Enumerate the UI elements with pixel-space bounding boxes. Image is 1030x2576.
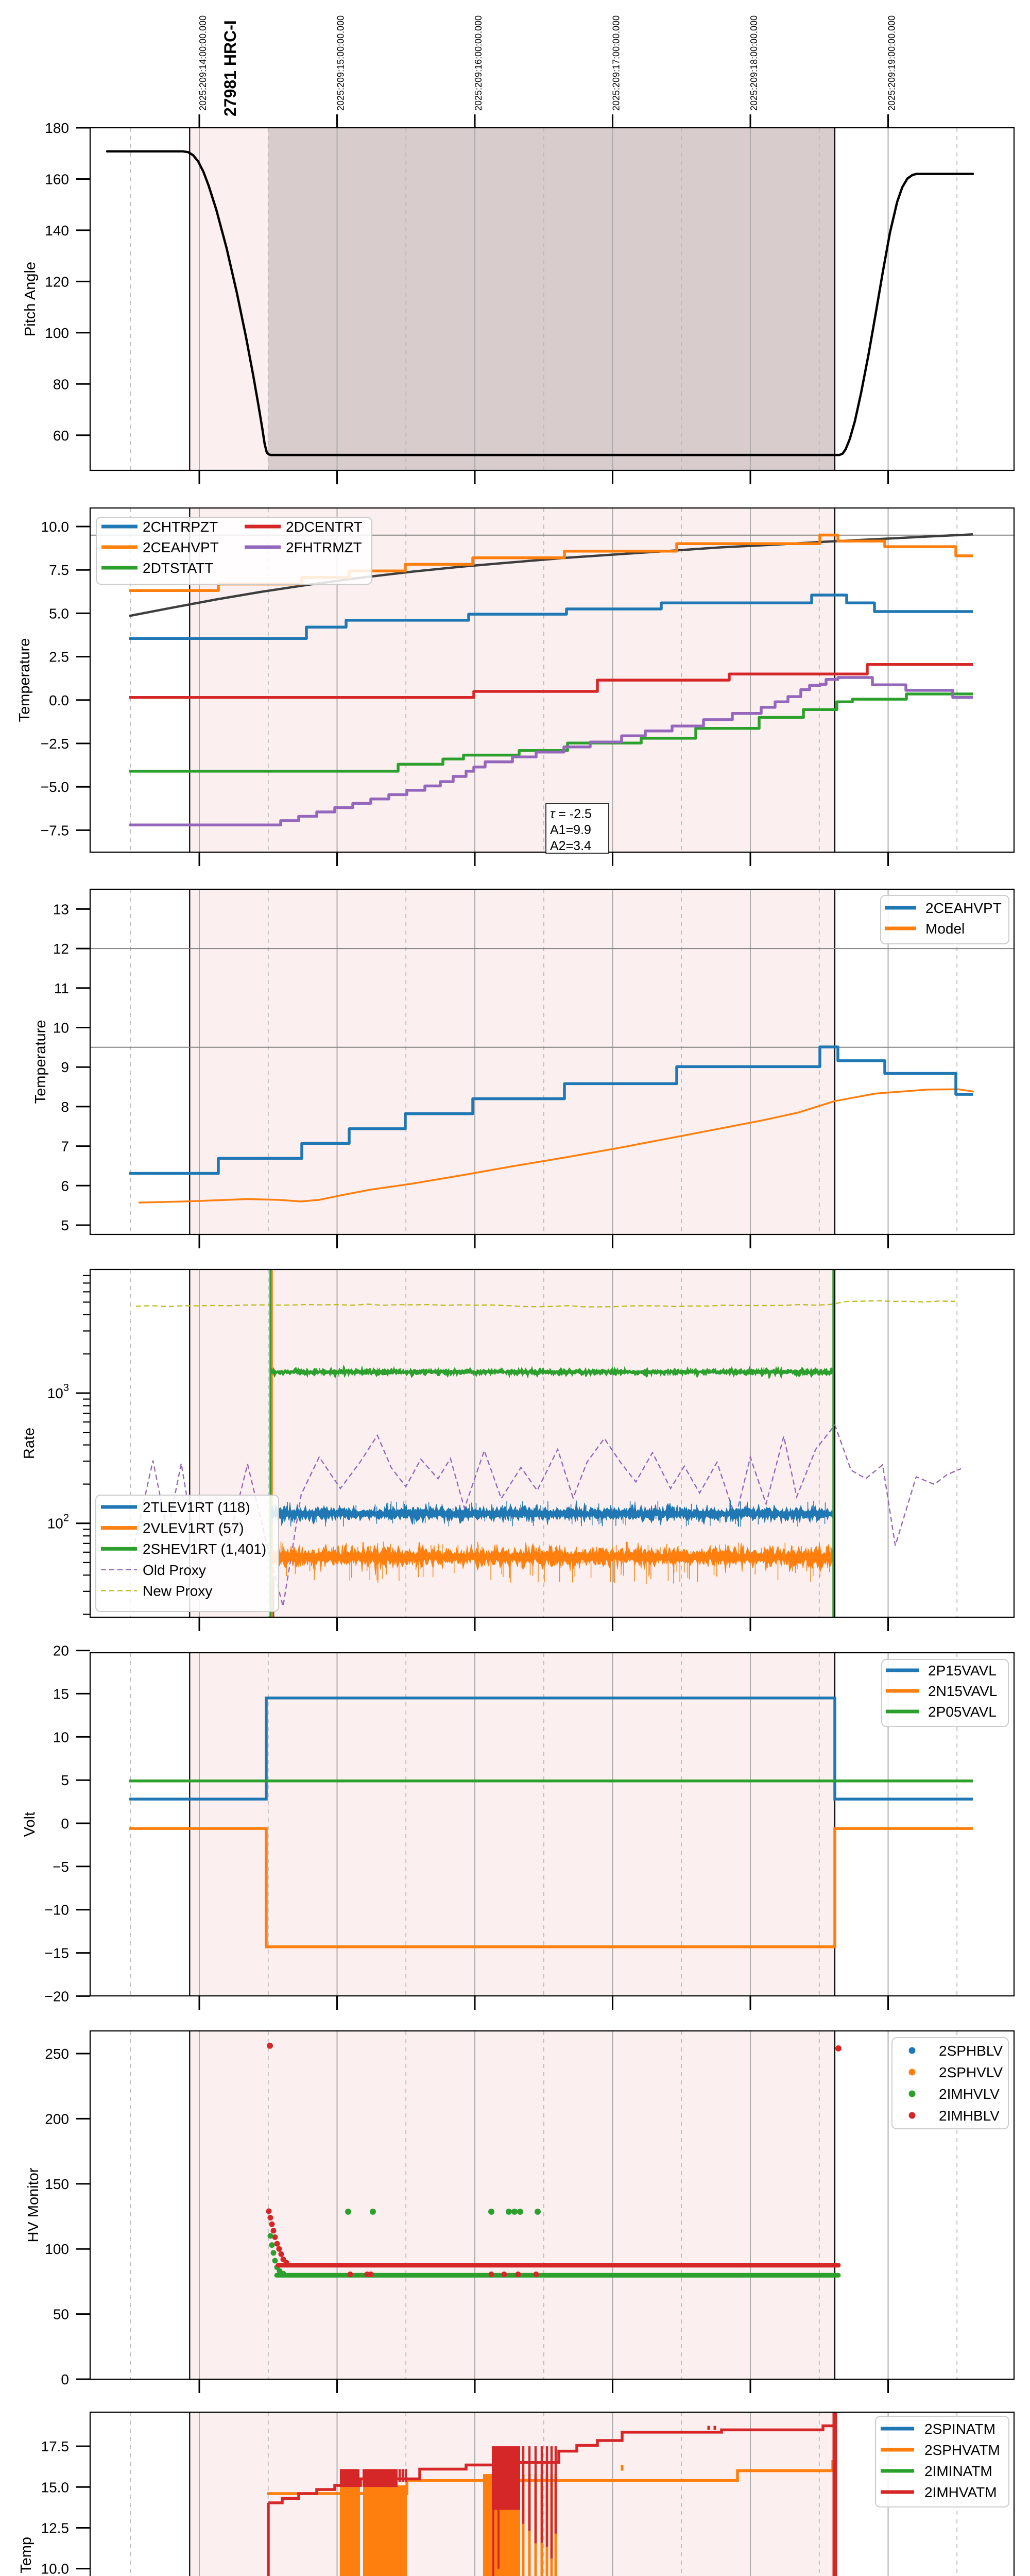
- svg-text:10: 10: [53, 1020, 69, 1036]
- svg-text:7.5: 7.5: [49, 562, 69, 578]
- svg-text:2CEAHVPT: 2CEAHVPT: [143, 539, 219, 555]
- svg-text:HV Monitor: HV Monitor: [25, 2167, 42, 2242]
- svg-text:9: 9: [61, 1059, 69, 1075]
- svg-text:2CHTRPZT: 2CHTRPZT: [143, 519, 218, 535]
- svg-text:160: 160: [45, 172, 69, 188]
- svg-text:τ = -2.5: τ = -2.5: [550, 807, 592, 821]
- svg-text:7: 7: [61, 1139, 69, 1155]
- svg-text:−10: −10: [45, 1902, 70, 1918]
- svg-text:17.5: 17.5: [41, 2438, 70, 2454]
- svg-text:180: 180: [45, 120, 69, 136]
- svg-text:2DCENTRT: 2DCENTRT: [286, 519, 363, 535]
- svg-text:−15: −15: [45, 1945, 70, 1961]
- svg-text:13: 13: [53, 901, 69, 917]
- svg-text:0: 0: [61, 2371, 69, 2387]
- svg-text:Temperature: Temperature: [32, 1020, 49, 1104]
- svg-text:2SPHVATM: 2SPHVATM: [924, 2442, 1000, 2458]
- svg-text:10: 10: [53, 1729, 69, 1745]
- svg-text:10.0: 10.0: [41, 2561, 70, 2576]
- svg-text:80: 80: [53, 376, 69, 392]
- svg-text:150: 150: [45, 2176, 69, 2192]
- svg-text:140: 140: [45, 223, 69, 239]
- svg-text:2CEAHVPT: 2CEAHVPT: [925, 900, 1002, 916]
- svg-text:−5.0: −5.0: [41, 779, 69, 795]
- svg-text:A2=3.4: A2=3.4: [550, 839, 591, 853]
- svg-text:2SHEV1RT (1,401): 2SHEV1RT (1,401): [143, 1541, 266, 1557]
- svg-text:Volt: Volt: [22, 1812, 38, 1837]
- svg-text:Old Proxy: Old Proxy: [143, 1562, 206, 1578]
- svg-text:2FHTRMZT: 2FHTRMZT: [286, 539, 362, 555]
- svg-text:11: 11: [54, 980, 69, 996]
- svg-text:12: 12: [53, 941, 69, 957]
- svg-text:60: 60: [53, 428, 69, 444]
- svg-text:12.5: 12.5: [41, 2520, 70, 2536]
- svg-text:6: 6: [61, 1178, 69, 1194]
- svg-text:5: 5: [61, 1772, 69, 1788]
- svg-text:250: 250: [45, 2046, 69, 2062]
- svg-text:0.0: 0.0: [49, 692, 69, 708]
- svg-text:2SPINATM: 2SPINATM: [924, 2421, 995, 2437]
- svg-text:120: 120: [45, 274, 69, 290]
- svg-text:A1=9.9: A1=9.9: [550, 823, 591, 837]
- svg-text:27981 HRC-I: 27981 HRC-I: [221, 20, 239, 116]
- svg-text:2IMINATM: 2IMINATM: [924, 2463, 992, 2479]
- svg-text:100: 100: [45, 325, 69, 341]
- svg-text:Model: Model: [925, 921, 965, 937]
- svg-text:2TLEV1RT (118): 2TLEV1RT (118): [143, 1499, 250, 1515]
- svg-text:2025:209:15:00:00.000: 2025:209:15:00:00.000: [336, 15, 346, 111]
- svg-text:100: 100: [45, 2241, 69, 2257]
- svg-text:−7.5: −7.5: [41, 822, 69, 838]
- svg-text:2IMHVATM: 2IMHVATM: [924, 2484, 997, 2500]
- svg-text:15: 15: [53, 1686, 69, 1702]
- svg-text:−20: −20: [45, 1988, 70, 2004]
- svg-text:2IMHBLV: 2IMHBLV: [939, 2108, 1000, 2124]
- svg-text:New Proxy: New Proxy: [143, 1583, 212, 1599]
- svg-text:5: 5: [61, 1217, 69, 1233]
- svg-text:Pitch Angle: Pitch Angle: [22, 262, 39, 336]
- svg-text:2025:209:19:00:00.000: 2025:209:19:00:00.000: [887, 15, 897, 111]
- svg-text:5.0: 5.0: [49, 605, 69, 621]
- svg-text:2DTSTATT: 2DTSTATT: [143, 560, 213, 576]
- svg-text:2.5: 2.5: [49, 649, 69, 665]
- svg-text:2P15VAVL: 2P15VAVL: [928, 1663, 997, 1679]
- svg-text:8: 8: [61, 1099, 69, 1115]
- svg-text:Detector Temp: Detector Temp: [18, 2537, 35, 2576]
- svg-text:2SPHBLV: 2SPHBLV: [939, 2043, 1003, 2059]
- svg-text:2IMHVLV: 2IMHVLV: [939, 2086, 1000, 2102]
- svg-text:10.0: 10.0: [41, 519, 70, 535]
- svg-text:2025:209:18:00:00.000: 2025:209:18:00:00.000: [749, 15, 759, 111]
- svg-text:2SPHVLV: 2SPHVLV: [939, 2064, 1003, 2080]
- svg-text:200: 200: [45, 2111, 69, 2127]
- svg-text:2025:209:17:00:00.000: 2025:209:17:00:00.000: [611, 15, 622, 111]
- svg-text:2025:209:14:00:00.000: 2025:209:14:00:00.000: [198, 15, 208, 111]
- svg-text:0: 0: [61, 1816, 69, 1832]
- svg-text:50: 50: [53, 2307, 69, 2323]
- svg-text:20: 20: [53, 1643, 69, 1659]
- svg-text:2025:209:16:00:00.000: 2025:209:16:00:00.000: [473, 15, 484, 111]
- svg-text:−5: −5: [53, 1859, 69, 1875]
- svg-text:2P05VAVL: 2P05VAVL: [928, 1704, 997, 1720]
- svg-text:15.0: 15.0: [41, 2479, 70, 2495]
- svg-text:−2.5: −2.5: [41, 736, 69, 752]
- svg-text:Rate: Rate: [21, 1428, 38, 1459]
- svg-text:Temperature: Temperature: [16, 638, 33, 722]
- svg-text:2N15VAVL: 2N15VAVL: [928, 1683, 997, 1699]
- svg-text:2VLEV1RT (57): 2VLEV1RT (57): [143, 1520, 244, 1536]
